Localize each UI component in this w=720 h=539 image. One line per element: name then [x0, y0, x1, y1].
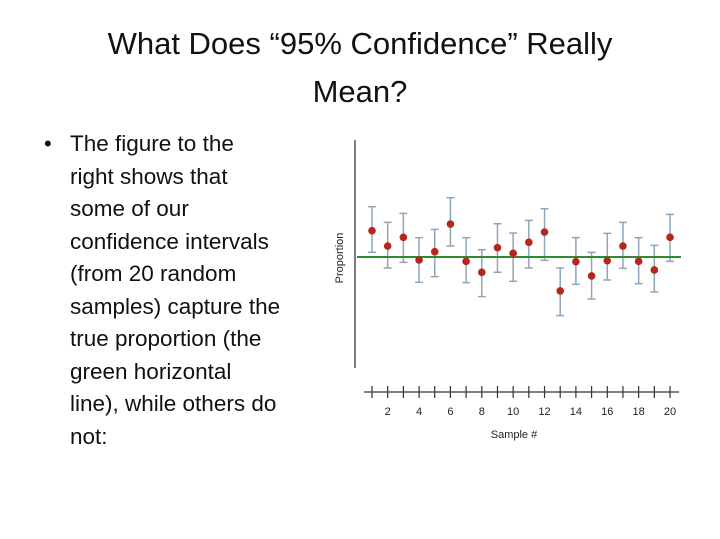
sample-estimate-point — [368, 226, 376, 235]
sample-estimate-point — [383, 242, 392, 250]
bullet-icon: • — [44, 131, 52, 156]
x-tick-label: 12 — [538, 406, 550, 418]
x-tick-label: 20 — [664, 406, 676, 418]
title-line: Mean? — [312, 74, 408, 109]
sample-estimate-point — [493, 243, 502, 252]
x-tick-label: 18 — [633, 406, 645, 418]
bullet-line: line), while others do — [70, 391, 277, 416]
sample-estimate-point — [430, 247, 439, 256]
x-tick-label: 10 — [507, 406, 519, 418]
x-tick-label: 4 — [416, 406, 422, 418]
x-tick-label: 6 — [447, 406, 453, 418]
bullet-line: samples) capture the — [70, 293, 281, 319]
bullet-line: some of our — [70, 196, 189, 221]
bullet-line: (from 20 random — [70, 261, 237, 286]
bullet-line: true proportion (the — [70, 326, 262, 351]
x-tick-label: 8 — [479, 406, 485, 418]
sample-estimate-point — [634, 257, 643, 266]
x-tick-label: 16 — [601, 406, 613, 418]
sample-estimate-point — [509, 249, 517, 258]
sample-estimate-point — [540, 228, 549, 236]
sample-estimate-point — [587, 272, 596, 280]
x-axis-label: Sample # — [491, 429, 538, 441]
sample-estimate-point — [477, 268, 486, 277]
y-axis-label: Proportion — [334, 233, 346, 284]
bullet-line: confidence intervals — [70, 228, 269, 254]
sample-estimate-point — [446, 220, 455, 228]
bullet-line: right shows that — [70, 163, 228, 189]
title-line: What Does “95% Confidence” Really — [107, 26, 613, 61]
slide-title: What Does “95% Confidence” Really Mean? — [0, 20, 720, 116]
sample-estimate-point — [603, 256, 612, 265]
sample-estimate-point — [572, 257, 580, 266]
bullet-line: The figure to the — [70, 131, 234, 156]
sample-estimate-point — [399, 233, 408, 242]
bullet-line: green horizontal — [70, 358, 232, 384]
sample-estimate-point — [462, 257, 470, 266]
sample-estimate-point — [619, 242, 627, 250]
x-tick-label: 14 — [570, 406, 582, 418]
sample-estimate-point — [525, 238, 533, 247]
bullet-text: The figure to the right shows that some of… — [70, 128, 280, 453]
sample-estimate-point — [650, 266, 659, 274]
sample-estimate-point — [666, 233, 674, 242]
x-tick-label: 2 — [385, 406, 391, 418]
sample-estimate-point — [415, 256, 423, 264]
bullet-line: not: — [70, 423, 108, 449]
sample-estimate-point — [556, 287, 565, 295]
